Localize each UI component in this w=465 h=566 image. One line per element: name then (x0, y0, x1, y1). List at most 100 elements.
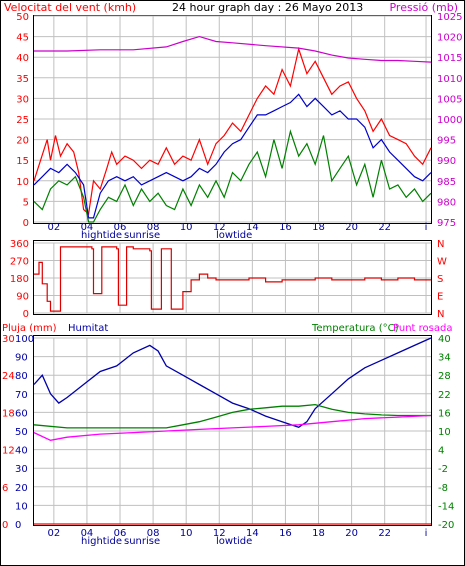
temperature-tick-label: -8 (438, 483, 448, 494)
wind-tick-label: 25 (16, 115, 29, 126)
humidity-axis-label: Humitat (68, 323, 108, 334)
series-layer (33, 35, 432, 525)
dewpoint-axis-label: Punt rosada (393, 323, 452, 334)
temperature-tick-label: 28 (438, 371, 451, 382)
direction-tick-label: 180 (10, 274, 29, 285)
series-gust (33, 46, 432, 215)
pressure-tick-label: 975 (437, 218, 456, 229)
compass-letter: S (437, 274, 443, 285)
hightide-annotation-2: hightide (81, 536, 122, 547)
hightide-annotation-1: hightide (81, 230, 122, 241)
series-average (33, 93, 432, 219)
compass-letter: W (437, 257, 447, 268)
x-tick-label-bottom: 16 (279, 528, 292, 539)
wind-tick-label: 50 (16, 12, 29, 23)
humidity-tick-label: 80 (15, 371, 28, 382)
humidity-tick-label: 30 (15, 464, 28, 475)
x-tick-label-top: 02 (47, 222, 60, 233)
x-tick-label-top: 10 (180, 222, 193, 233)
rain-tick-label: 24 (2, 371, 15, 382)
rain-axis-label: Pluja (mm) (2, 323, 57, 334)
humidity-tick-label: 100 (15, 334, 34, 345)
x-tick-label-bottom: 10 (180, 528, 193, 539)
x-tick-label-top: 06 (114, 222, 127, 233)
x-tick-label-top: 22 (378, 222, 391, 233)
x-tick-label-bottom: 12 (213, 528, 226, 539)
compass-letter: E (437, 292, 443, 303)
climate-panel-frame (33, 335, 432, 526)
pressure-tick-label: 1020 (437, 33, 462, 44)
wind-tick-label: 30 (16, 94, 29, 105)
humidity-tick-label: 90 (15, 353, 28, 364)
humidity-tick-label: 60 (15, 408, 28, 419)
wind-tick-label: 5 (23, 197, 29, 208)
x-tick-label-bottom: 02 (47, 528, 60, 539)
lowtide-annotation-2: lowtide (216, 536, 252, 547)
direction-panel-frame (33, 240, 432, 315)
graph-title: 24 hour graph day : 26 Mayo 2013 (172, 1, 363, 14)
rain-tick-label: 12 (2, 446, 15, 457)
x-tick-label-bottom: 22 (378, 528, 391, 539)
temperature-axis-label: Temperatura (°C) (311, 323, 399, 334)
temperature-tick-label: -2 (438, 464, 448, 475)
wind-axis-label: Velocitat del vent (kmh) (4, 1, 136, 14)
x-tick-label-top: 14 (246, 222, 259, 233)
x-tick-label-top: 16 (279, 222, 292, 233)
x-tick-label-top: i (425, 222, 428, 233)
pressure-tick-label: 1025 (437, 12, 462, 23)
pressure-axis-label: Pressió (mb) (389, 1, 458, 14)
pressure-tick-label: 1015 (437, 53, 462, 64)
temperature-tick-label: 22 (438, 390, 451, 401)
x-tick-label-top: 18 (312, 222, 325, 233)
x-tick-label-bottom: 08 (147, 528, 160, 539)
humidity-tick-label: 10 (15, 501, 28, 512)
x-tick-label-bottom: 04 (81, 528, 94, 539)
rain-tick-label: 18 (2, 408, 15, 419)
series-lull (33, 129, 432, 223)
x-tick-label-bottom: i (425, 528, 428, 539)
compass-letter: N (437, 239, 444, 250)
direction-tick-label: 270 (10, 257, 29, 268)
temperature-tick-label: 4 (438, 446, 444, 457)
rain-tick-label: 6 (2, 483, 8, 494)
x-tick-label-bottom: 20 (345, 528, 358, 539)
pressure-tick-label: 990 (437, 156, 456, 167)
pressure-tick-label: 985 (437, 177, 456, 188)
series-wind-direction (34, 246, 431, 312)
humidity-tick-label: 20 (15, 483, 28, 494)
humidity-tick-label: 40 (15, 446, 28, 457)
humidity-tick-label: 70 (15, 390, 28, 401)
wind-tick-label: 10 (16, 177, 29, 188)
ticks-layer: 0202040406060808101012121414161618182020… (2, 12, 462, 539)
wind-tick-label: 20 (16, 136, 29, 147)
pressure-tick-label: 1010 (437, 74, 462, 85)
x-tick-label-bottom: 06 (114, 528, 127, 539)
x-tick-label-top: 20 (345, 222, 358, 233)
wind-tick-label: 0 (23, 218, 29, 229)
x-tick-label-top: 08 (147, 222, 160, 233)
pressure-tick-label: 1000 (437, 115, 462, 126)
rain-tick-label: 0 (2, 520, 8, 531)
pressure-tick-label: 1005 (437, 94, 462, 105)
series-humitat (33, 337, 432, 429)
direction-tick-label: 90 (16, 292, 29, 303)
x-tick-label-top: 12 (213, 222, 226, 233)
series-temperatura-c- (33, 403, 431, 429)
sunrise-annotation-2: sunrise (124, 536, 160, 547)
series-pressure (34, 35, 432, 63)
temperature-tick-label: 34 (438, 353, 451, 364)
series-punt-rosada (33, 414, 432, 441)
direction-tick-label: 0 (23, 309, 29, 320)
wind-tick-label: 45 (16, 33, 29, 44)
x-tick-label-bottom: 14 (246, 528, 259, 539)
humidity-tick-label: 50 (15, 427, 28, 438)
temperature-tick-label: 10 (438, 427, 451, 438)
lowtide-annotation-1: lowtide (216, 230, 252, 241)
x-tick-label-bottom: 18 (312, 528, 325, 539)
temperature-tick-label: 16 (438, 408, 451, 419)
pressure-tick-label: 980 (437, 197, 456, 208)
compass-letter: N (437, 309, 444, 320)
